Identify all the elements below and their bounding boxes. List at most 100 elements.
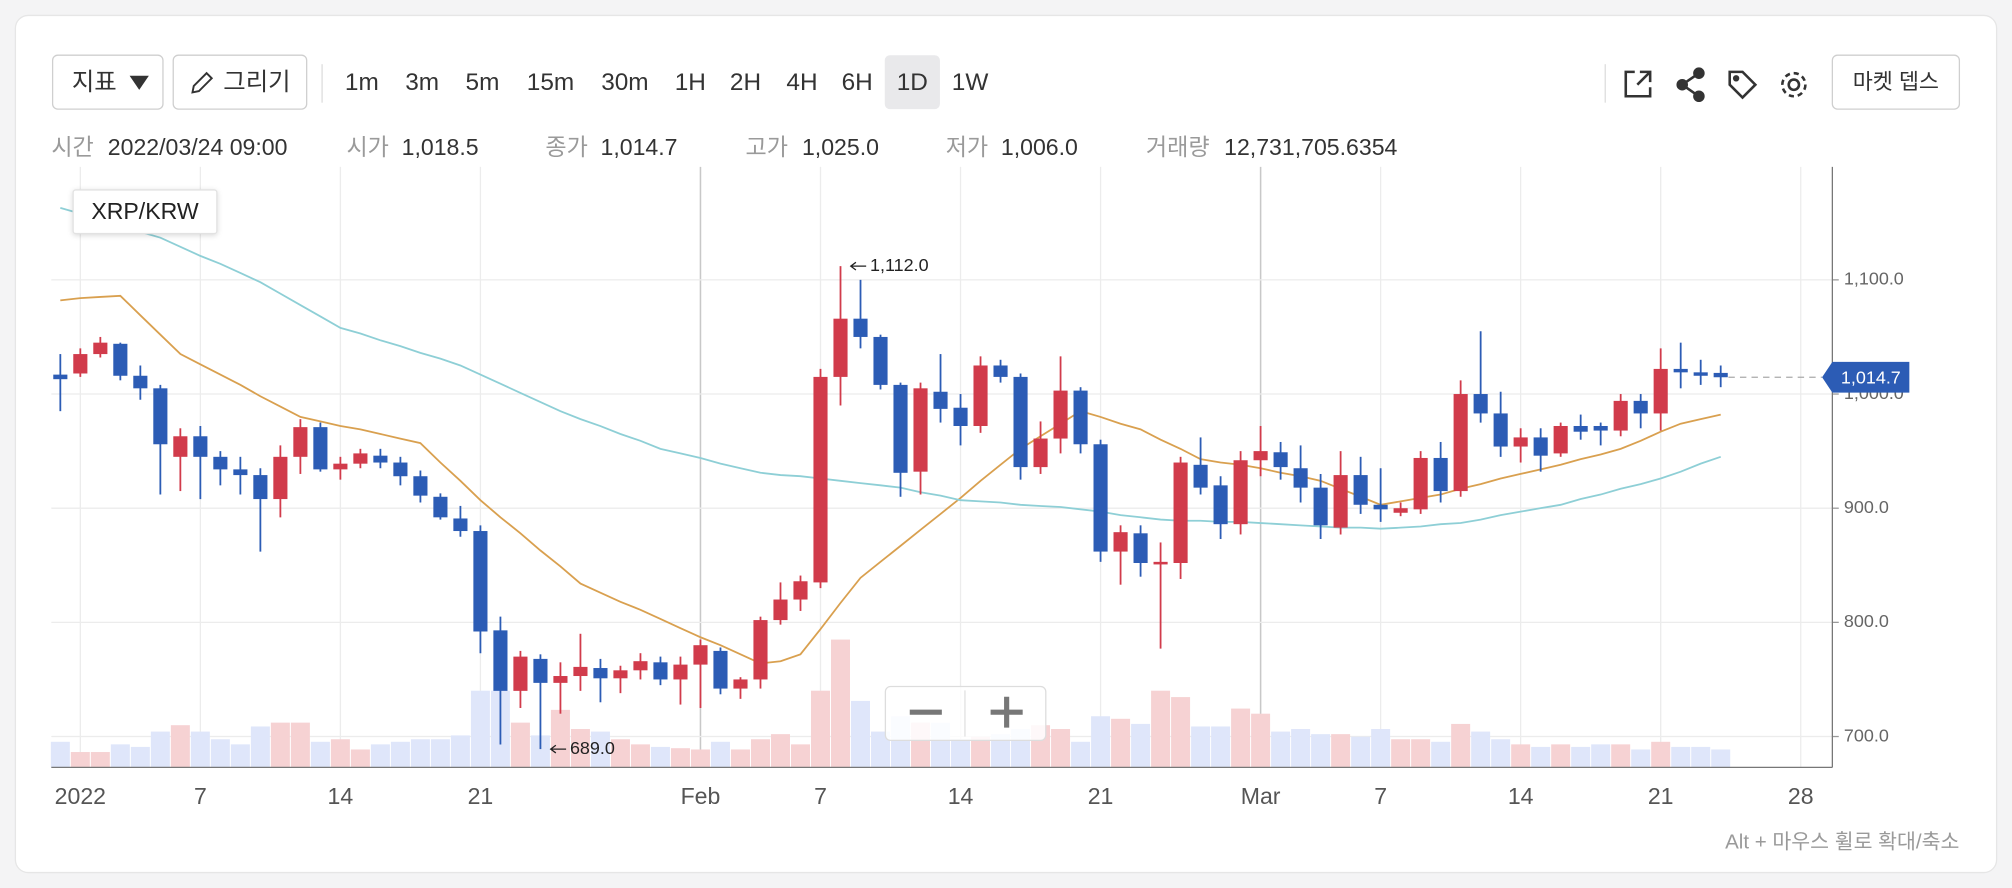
- tag-icon[interactable]: [1728, 70, 1758, 100]
- zoom-in[interactable]: [990, 696, 1023, 728]
- pencil-icon: [191, 71, 214, 94]
- volume-bar: [1151, 690, 1171, 768]
- volume-bar: [710, 741, 730, 768]
- interval-button[interactable]: 30m: [601, 69, 648, 96]
- candle-body: [293, 427, 308, 457]
- candle-body: [693, 645, 708, 665]
- volume-bar: [1371, 729, 1391, 768]
- symbol-title: XRP/KRW: [91, 198, 199, 224]
- candle-body: [1173, 462, 1188, 563]
- interval-button[interactable]: 5m: [466, 69, 500, 96]
- moving-average-line: [60, 294, 1721, 665]
- candle-body: [853, 318, 868, 337]
- interval-button[interactable]: 1m: [345, 69, 379, 96]
- x-tick-label: 21: [468, 783, 494, 809]
- volume-bar: [1191, 726, 1211, 768]
- candle-body: [233, 469, 248, 476]
- candle-body: [593, 668, 608, 679]
- y-tick-label: 900.0: [1844, 497, 1889, 517]
- volume-bar: [1111, 718, 1131, 768]
- interval-button[interactable]: 1H: [675, 69, 706, 96]
- volume-bar: [811, 690, 830, 768]
- volume-bar: [1391, 739, 1411, 768]
- volume-bar: [290, 722, 310, 768]
- info-label: 종가: [545, 134, 587, 160]
- x-tick-label: 7: [814, 783, 827, 809]
- candle-body: [1253, 451, 1268, 461]
- info-label: 거래량: [1146, 134, 1210, 160]
- y-tick-label: 1,100.0: [1844, 269, 1904, 289]
- candle-body: [1513, 437, 1528, 447]
- indicator-label: 지표: [72, 69, 117, 96]
- volume-bar: [1331, 734, 1351, 768]
- last-price-tag: [1822, 361, 1910, 393]
- volume-bar: [1551, 744, 1571, 768]
- indicator-button[interactable]: [51, 54, 164, 110]
- candle-body: [733, 679, 748, 689]
- candle-body: [133, 375, 148, 389]
- volume-bar: [1471, 731, 1491, 768]
- candle-body: [553, 676, 568, 683]
- market-depth-button[interactable]: [1831, 54, 1961, 110]
- x-tick-label: 28: [1788, 783, 1814, 809]
- footer-hint: Alt + 마우스 휠로 확대/축소: [1725, 830, 1959, 853]
- volume-bar: [430, 739, 450, 768]
- candle-body: [973, 365, 988, 426]
- candle-body: [1053, 390, 1068, 439]
- draw-button[interactable]: [172, 54, 308, 110]
- x-tick-label: 7: [194, 783, 207, 809]
- candle-body: [253, 475, 268, 500]
- info-label: 고가: [746, 134, 788, 160]
- volume-bar: [1451, 723, 1471, 768]
- volume-bar: [1131, 723, 1151, 768]
- candle-body: [813, 376, 828, 583]
- candle-body: [333, 463, 348, 470]
- volume-bar: [1611, 744, 1631, 768]
- x-tick-label: Mar: [1241, 783, 1281, 809]
- volume-bar: [170, 725, 190, 768]
- volume-bar: [350, 749, 370, 768]
- volume-bar: [1571, 746, 1591, 768]
- x-tick-label: 7: [1374, 783, 1387, 809]
- x-tick-label: 14: [1508, 783, 1534, 809]
- candle-body: [1353, 475, 1368, 505]
- interval-button[interactable]: 3m: [405, 69, 439, 96]
- interval-button[interactable]: 6H: [842, 69, 873, 96]
- volume-bar: [1211, 726, 1231, 768]
- candle-body: [1613, 400, 1628, 431]
- toolbar: 지표 그리기 마켓 뎁스: [51, 54, 1961, 110]
- interval-button[interactable]: 4H: [786, 69, 817, 96]
- candle-body: [1573, 425, 1588, 432]
- settings-icon[interactable]: [1787, 78, 1801, 92]
- volume-bar: [1431, 741, 1451, 768]
- candle-body: [1453, 394, 1468, 492]
- dropdown-arrow: [129, 75, 149, 90]
- candle-body: [1073, 390, 1088, 445]
- volume-bar: [390, 741, 410, 768]
- candle-body: [1293, 468, 1308, 488]
- annotation-arrow: [849, 261, 867, 271]
- popout-icon[interactable]: [1624, 70, 1652, 98]
- volume-bar: [70, 752, 90, 768]
- interval-button[interactable]: 1D: [897, 69, 928, 96]
- candle-body: [673, 664, 688, 680]
- candle-body: [1273, 452, 1288, 468]
- interval-button[interactable]: 2H: [730, 69, 761, 96]
- volume-bar: [1071, 741, 1091, 768]
- candle-body: [93, 342, 108, 355]
- interval-button[interactable]: 15m: [527, 69, 574, 96]
- volume-bar: [1311, 734, 1331, 768]
- annotation-arrow: [549, 744, 567, 754]
- candle-body: [453, 518, 468, 532]
- candle-body: [1473, 394, 1488, 414]
- candle-body: [373, 455, 388, 463]
- candle-body: [393, 462, 408, 477]
- interval-button[interactable]: 1W: [952, 69, 989, 96]
- candle-body: [953, 407, 968, 426]
- annotation-label: 1,112.0: [870, 255, 929, 275]
- volume-bar: [1631, 749, 1651, 768]
- volume-bar: [971, 736, 991, 768]
- volume-bar: [1591, 744, 1611, 768]
- last-price-label: 1,014.7: [1841, 367, 1901, 387]
- info-value: 1,014.7: [601, 134, 678, 160]
